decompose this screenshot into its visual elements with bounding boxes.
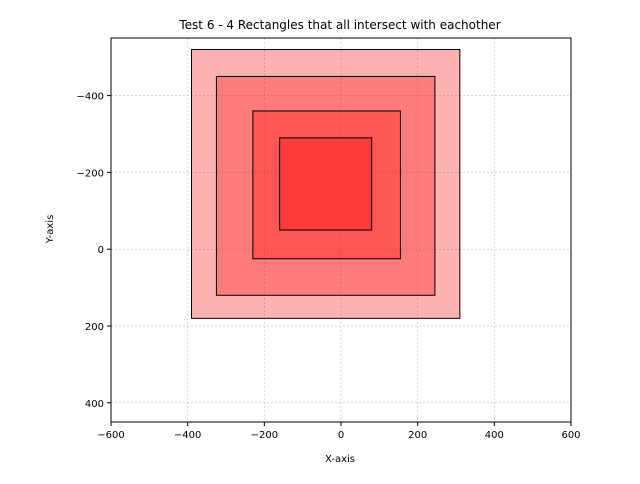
x-tick-label: −400 bbox=[174, 430, 201, 441]
x-axis-label: X-axis bbox=[325, 454, 355, 465]
chart-title: Test 6 - 4 Rectangles that all intersect… bbox=[178, 18, 500, 32]
rectangles-layer bbox=[191, 49, 461, 319]
x-tick-label: 400 bbox=[485, 430, 504, 441]
y-tick-label: 0 bbox=[98, 245, 104, 256]
x-tick-label: −200 bbox=[251, 430, 278, 441]
rectangle-4 bbox=[279, 137, 373, 231]
rectangle-1 bbox=[191, 49, 461, 319]
y-tick-label: −400 bbox=[77, 92, 104, 103]
y-axis-label: Y-axis bbox=[45, 215, 56, 245]
x-tick-label: 0 bbox=[338, 430, 344, 441]
y-tick-label: 200 bbox=[85, 322, 104, 333]
x-tick-label: −600 bbox=[97, 430, 124, 441]
ticks-layer: −600 −400 −200 0 200 400 600 −400 −200 0 200 400 bbox=[77, 92, 581, 441]
y-tick-label: −200 bbox=[77, 168, 104, 179]
y-tick-label: 400 bbox=[85, 399, 104, 410]
rectangle-3 bbox=[252, 110, 401, 260]
x-tick-label: 200 bbox=[408, 430, 427, 441]
x-tick-label: 600 bbox=[561, 430, 580, 441]
